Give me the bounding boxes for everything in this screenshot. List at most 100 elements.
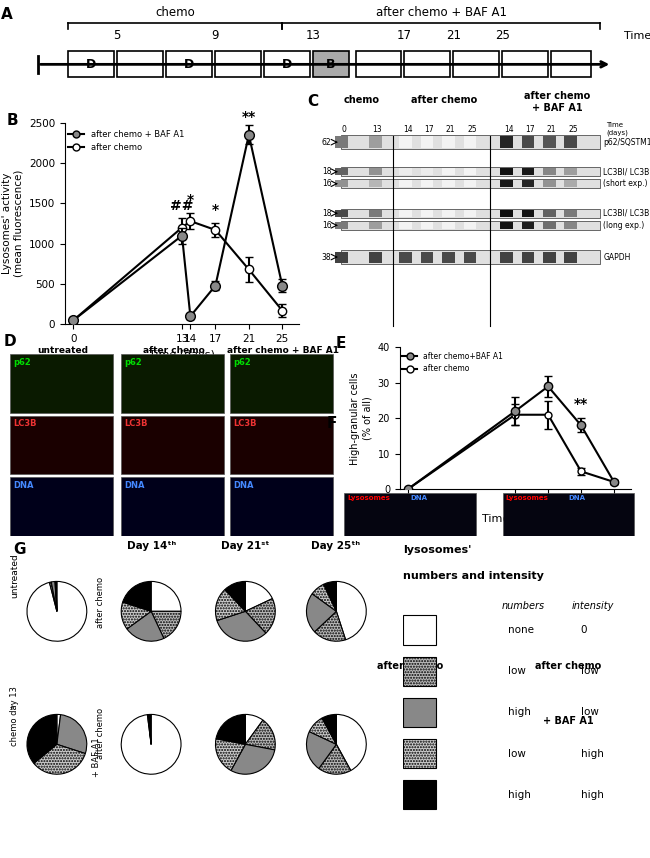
- Text: high: high: [508, 790, 531, 800]
- Text: 21: 21: [547, 124, 556, 134]
- X-axis label: Time (days): Time (days): [482, 514, 548, 524]
- Bar: [230, 415, 333, 474]
- Text: D: D: [184, 57, 194, 71]
- Bar: [564, 251, 577, 263]
- Wedge shape: [148, 715, 151, 745]
- Text: intensity: intensity: [571, 601, 614, 611]
- Text: GAPDH: GAPDH: [603, 252, 630, 262]
- Wedge shape: [216, 715, 246, 745]
- Text: Lysosomes: Lysosomes: [347, 495, 390, 501]
- Text: *: *: [212, 203, 219, 217]
- Text: after chemo: after chemo: [96, 577, 105, 628]
- Wedge shape: [307, 594, 337, 631]
- Wedge shape: [27, 715, 57, 764]
- Wedge shape: [56, 582, 57, 611]
- Bar: [551, 51, 591, 77]
- Wedge shape: [127, 611, 164, 641]
- Wedge shape: [315, 611, 346, 641]
- Text: *: *: [187, 193, 194, 208]
- Bar: [341, 221, 601, 230]
- Text: after chemo + BAF A1: after chemo + BAF A1: [227, 346, 339, 355]
- Bar: [264, 51, 309, 77]
- Bar: [543, 168, 556, 175]
- Text: 21: 21: [446, 29, 461, 42]
- Bar: [335, 136, 348, 148]
- Text: after chemo: after chemo: [536, 661, 602, 671]
- Text: 25: 25: [467, 124, 477, 134]
- Bar: [564, 180, 577, 187]
- Bar: [369, 210, 382, 216]
- Legend: after chemo + BAF A1, after chemo: after chemo + BAF A1, after chemo: [64, 127, 188, 155]
- Text: 9: 9: [211, 29, 219, 42]
- Wedge shape: [245, 582, 272, 611]
- Bar: [10, 477, 112, 536]
- Bar: [442, 210, 455, 216]
- Bar: [500, 210, 513, 216]
- Bar: [341, 135, 601, 149]
- Bar: [522, 136, 534, 148]
- Text: E: E: [335, 336, 346, 351]
- Wedge shape: [322, 715, 337, 744]
- Bar: [400, 222, 412, 228]
- Wedge shape: [246, 599, 275, 633]
- Text: DNA: DNA: [410, 495, 427, 501]
- Text: + BAF A1: + BAF A1: [543, 716, 594, 727]
- Bar: [121, 415, 224, 474]
- Text: LC3B: LC3B: [124, 420, 148, 428]
- Bar: [421, 222, 434, 228]
- Text: 18: 18: [322, 208, 332, 218]
- Text: after chemo: after chemo: [143, 346, 205, 355]
- Wedge shape: [57, 715, 86, 753]
- Bar: [463, 180, 476, 187]
- Bar: [442, 251, 455, 263]
- Bar: [500, 168, 513, 175]
- Bar: [335, 168, 348, 175]
- Bar: [400, 168, 412, 175]
- Wedge shape: [336, 715, 366, 770]
- Wedge shape: [27, 582, 86, 641]
- Bar: [121, 353, 224, 413]
- Text: Day 21ˢᵗ: Day 21ˢᵗ: [221, 541, 269, 551]
- Bar: [369, 222, 382, 228]
- Text: F: F: [326, 416, 337, 431]
- Text: 17: 17: [397, 29, 412, 42]
- Bar: [404, 51, 450, 77]
- Bar: [421, 136, 434, 148]
- Text: high: high: [581, 790, 604, 800]
- Text: lysosomes': lysosomes': [403, 545, 471, 555]
- Text: chemo: chemo: [155, 6, 195, 19]
- Bar: [403, 656, 436, 686]
- Bar: [564, 168, 577, 175]
- Bar: [344, 493, 476, 644]
- Wedge shape: [336, 582, 366, 640]
- Bar: [117, 51, 163, 77]
- Bar: [500, 136, 513, 148]
- Text: high: high: [581, 749, 604, 758]
- Bar: [442, 180, 455, 187]
- Bar: [463, 222, 476, 228]
- Y-axis label: High-granular cells
(% of all): High-granular cells (% of all): [350, 372, 372, 464]
- Bar: [543, 136, 556, 148]
- Text: A: A: [1, 7, 13, 22]
- Text: C: C: [307, 94, 318, 109]
- Text: low: low: [508, 666, 526, 676]
- Text: LC3BI/ LC3BII: LC3BI/ LC3BII: [603, 167, 650, 176]
- Text: 17: 17: [424, 124, 434, 134]
- Wedge shape: [34, 744, 85, 774]
- Wedge shape: [216, 589, 246, 620]
- X-axis label: Time (days): Time (days): [149, 349, 215, 360]
- Text: ##: ##: [170, 199, 194, 213]
- Text: 16: 16: [322, 221, 332, 230]
- Text: low: low: [581, 666, 599, 676]
- Bar: [369, 180, 382, 187]
- Text: LC3B: LC3B: [233, 420, 257, 428]
- Bar: [543, 222, 556, 228]
- Wedge shape: [122, 715, 181, 774]
- Bar: [403, 739, 436, 768]
- Text: DNA: DNA: [124, 481, 145, 490]
- Text: + BAF A1: + BAF A1: [92, 737, 101, 776]
- Text: D: D: [281, 57, 292, 71]
- Wedge shape: [216, 739, 246, 770]
- Wedge shape: [150, 715, 151, 745]
- Bar: [463, 251, 476, 263]
